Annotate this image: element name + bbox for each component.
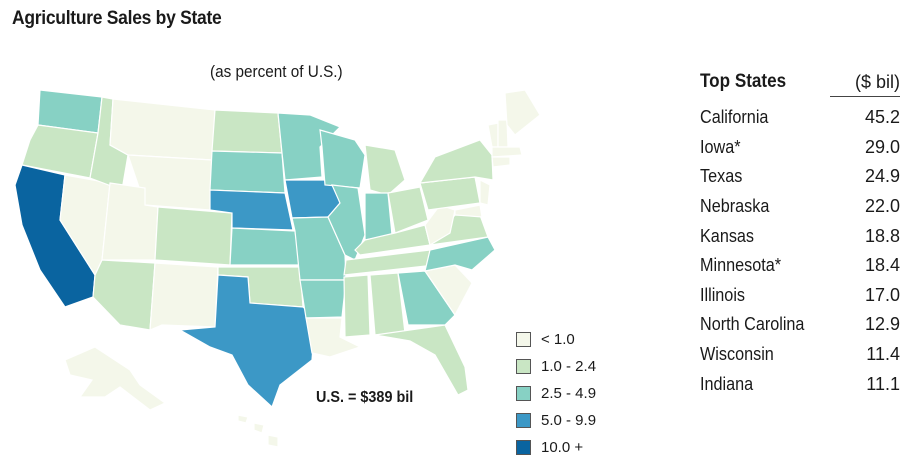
- state-value: 18.4: [864, 255, 900, 276]
- state-value: 29.0: [864, 136, 900, 157]
- state-value: 11.1: [866, 373, 900, 394]
- legend-item: 2.5 - 4.9: [516, 382, 596, 404]
- state-value: 18.8: [864, 225, 900, 246]
- state-north-dakota: [211, 109, 283, 154]
- legend-label: 1.0 - 2.4: [541, 357, 597, 375]
- state-vermont: [487, 122, 499, 148]
- legend-label: < 1.0: [541, 330, 575, 348]
- state-name: North Carolina: [700, 314, 805, 335]
- state-name: Indiana: [700, 373, 754, 394]
- state-new-york: [418, 139, 494, 184]
- table-row: Wisconsin 11.4: [700, 340, 900, 370]
- us-choropleth-map: [14, 89, 540, 448]
- map-subtitle: (as percent of U.S.): [210, 62, 343, 81]
- state-connecticut: [491, 156, 511, 168]
- table-row: California 45.2: [700, 103, 900, 133]
- state-value: 24.9: [864, 166, 900, 187]
- state-name: Texas: [700, 166, 743, 187]
- table-header-states: Top States: [700, 71, 787, 92]
- state-michigan: [364, 144, 406, 196]
- state-illinois: [327, 184, 366, 261]
- legend-label: 10.0 +: [541, 438, 584, 456]
- legend-swatch: [516, 412, 531, 428]
- state-arizona: [92, 259, 156, 331]
- legend-item: 10.0 +: [516, 436, 596, 458]
- state-indiana: [364, 192, 393, 241]
- state-name: Minnesota*: [700, 255, 782, 276]
- state-colorado: [154, 206, 233, 266]
- state-value: 22.0: [864, 196, 900, 217]
- table-row: North Carolina 12.9: [700, 310, 900, 340]
- state-louisiana: [305, 317, 362, 358]
- state-value: 17.0: [864, 284, 900, 305]
- state-value: 45.2: [864, 107, 900, 128]
- state-georgia: [397, 270, 456, 326]
- state-south-dakota: [209, 150, 286, 194]
- table-row: Nebraska 22.0: [700, 192, 900, 222]
- map-title: Agriculture Sales by State: [12, 8, 222, 29]
- legend-swatch: [516, 358, 531, 374]
- state-name: California: [700, 107, 769, 128]
- state-florida: [374, 324, 469, 396]
- state-value: 11.4: [866, 344, 900, 365]
- state-name: Illinois: [700, 284, 746, 305]
- state-kansas: [229, 227, 301, 266]
- state-maine: [504, 89, 540, 136]
- state-massachusetts: [491, 146, 523, 158]
- legend-label: 5.0 - 9.9: [541, 411, 597, 429]
- legend-swatch: [516, 331, 531, 347]
- state-name: Iowa*: [700, 136, 741, 157]
- us-total-label: U.S. = $389 bil: [316, 389, 414, 406]
- legend-item: 1.0 - 2.4: [516, 355, 596, 377]
- top-states-table: Top States ($ bil) California 45.2 Iowa*…: [700, 60, 900, 399]
- state-new-mexico: [149, 262, 219, 331]
- state-maryland: [454, 204, 483, 218]
- state-name: Kansas: [700, 225, 755, 246]
- state-wisconsin: [319, 129, 366, 189]
- state-oregon: [21, 124, 99, 179]
- legend-item: < 1.0: [516, 328, 596, 350]
- legend-swatch: [516, 439, 531, 455]
- legend-swatch: [516, 385, 531, 401]
- map-legend: < 1.0 1.0 - 2.4 2.5 - 4.9 5.0 - 9.9 10.0…: [516, 328, 596, 463]
- table-header-units: ($ bil): [854, 72, 900, 92]
- state-hawaii: [237, 414, 279, 448]
- table-row: Illinois 17.0: [700, 281, 900, 311]
- state-name: Nebraska: [700, 196, 770, 217]
- table-row: Minnesota* 18.4: [700, 251, 900, 281]
- legend-item: 5.0 - 9.9: [516, 409, 596, 431]
- state-minnesota: [277, 112, 342, 181]
- state-new-jersey: [479, 179, 491, 206]
- state-value: 12.9: [864, 314, 900, 335]
- header-rule: [830, 96, 900, 97]
- state-mississippi: [343, 274, 371, 338]
- table-row: Indiana 11.1: [700, 369, 900, 399]
- state-alaska: [64, 346, 167, 411]
- table-row: Iowa* 29.0: [700, 133, 900, 163]
- table-row: Kansas 18.8: [700, 221, 900, 251]
- state-arkansas: [299, 279, 347, 319]
- table-header: Top States ($ bil): [700, 60, 900, 93]
- table-row: Texas 24.9: [700, 162, 900, 192]
- state-name: Wisconsin: [700, 344, 774, 365]
- legend-label: 2.5 - 4.9: [541, 384, 597, 402]
- state-montana: [109, 98, 216, 161]
